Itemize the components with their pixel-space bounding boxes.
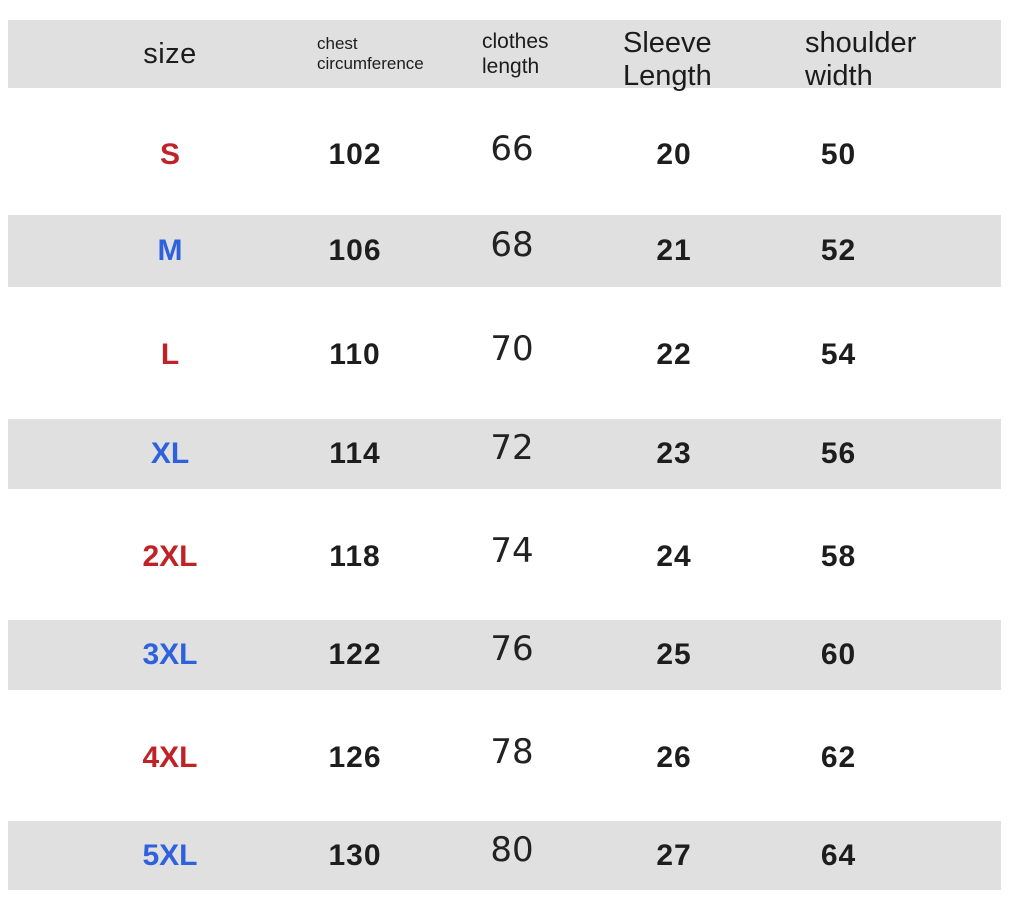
sleeve-length-cell: 21	[656, 234, 692, 267]
sleeve-length-cell: 20	[656, 138, 692, 171]
column-header-size-label: size	[143, 37, 197, 70]
table-header: size chest circumference clothes length …	[8, 20, 1001, 92]
size-cell: M	[157, 234, 183, 267]
shoulder-width-cell: 52	[820, 234, 857, 267]
column-header-chest-line2: circumference	[317, 54, 424, 73]
column-header-shoulder-line1: shoulder	[805, 27, 917, 59]
table-row-xl: XL 114 72 23 56	[8, 419, 1001, 489]
chest-value-cell: 106	[328, 234, 382, 267]
table-row-s: S 102 66 20 50	[8, 105, 1001, 205]
column-header-chest-line1: chest	[317, 34, 358, 53]
column-header-shoulder-line2: width	[805, 60, 873, 92]
size-cell: 4XL	[142, 741, 198, 774]
chest-value-cell: 110	[329, 338, 381, 371]
shoulder-width-cell: 54	[820, 338, 857, 371]
chest-value-cell: 102	[328, 138, 382, 171]
clothes-length-cell: 72	[490, 428, 534, 468]
shoulder-width-cell: 62	[820, 741, 857, 774]
table-row-3xl: 3XL 122 76 25 60	[8, 620, 1001, 690]
sleeve-length-cell: 23	[656, 437, 692, 470]
clothes-length-cell: 78	[490, 732, 534, 772]
chest-value-cell: 126	[328, 741, 382, 774]
clothes-length-cell: 70	[490, 329, 534, 369]
table-row-m: M 106 68 21 52	[8, 215, 1001, 287]
size-cell: 5XL	[142, 838, 198, 872]
column-header-clothes-line2: length	[482, 55, 540, 78]
size-cell: 2XL	[142, 540, 198, 573]
chest-value-cell: 114	[329, 437, 381, 470]
column-header-sleeve-line1: Sleeve	[623, 27, 712, 59]
column-header-size: size	[8, 38, 262, 71]
column-header-sleeve-length: Sleeve Length	[592, 27, 756, 93]
shoulder-width-cell: 58	[820, 540, 857, 573]
clothes-length-cell: 80	[490, 829, 534, 870]
chest-value-cell: 122	[328, 638, 382, 671]
size-cell: L	[160, 338, 180, 371]
clothes-length-cell: 66	[490, 129, 534, 169]
sleeve-length-cell: 25	[656, 638, 692, 671]
table-row-l: L 110 70 22 54	[8, 305, 1001, 405]
table-row-4xl: 4XL 126 78 26 62	[8, 708, 1001, 808]
shoulder-width-cell: 60	[820, 638, 857, 671]
shoulder-width-cell: 64	[820, 838, 857, 872]
table-row-2xl: 2XL 118 74 24 58	[8, 507, 1001, 607]
size-cell: 3XL	[142, 638, 198, 671]
size-cell: S	[159, 138, 180, 171]
column-header-shoulder-width: shoulder width	[756, 27, 1001, 93]
chest-value-cell: 118	[329, 540, 381, 573]
table-row-5xl: 5XL 130 80 27 64	[8, 821, 1001, 890]
column-header-sleeve-line2: Length	[623, 60, 712, 92]
column-header-clothes-line1: clothes	[482, 30, 549, 53]
sleeve-length-cell: 24	[656, 540, 692, 573]
chest-value-cell: 130	[328, 838, 382, 872]
column-header-chest-circumference: chest circumference	[262, 34, 432, 74]
clothes-length-cell: 74	[490, 531, 534, 571]
size-cell: XL	[150, 437, 190, 470]
clothes-length-cell: 76	[490, 629, 534, 669]
column-header-clothes-length: clothes length	[432, 29, 592, 79]
sleeve-length-cell: 26	[656, 741, 692, 774]
shoulder-width-cell: 56	[820, 437, 857, 470]
sleeve-length-cell: 27	[656, 838, 692, 872]
shoulder-width-cell: 50	[820, 138, 857, 171]
sleeve-length-cell: 22	[656, 338, 692, 371]
clothes-length-cell: 68	[490, 225, 534, 265]
